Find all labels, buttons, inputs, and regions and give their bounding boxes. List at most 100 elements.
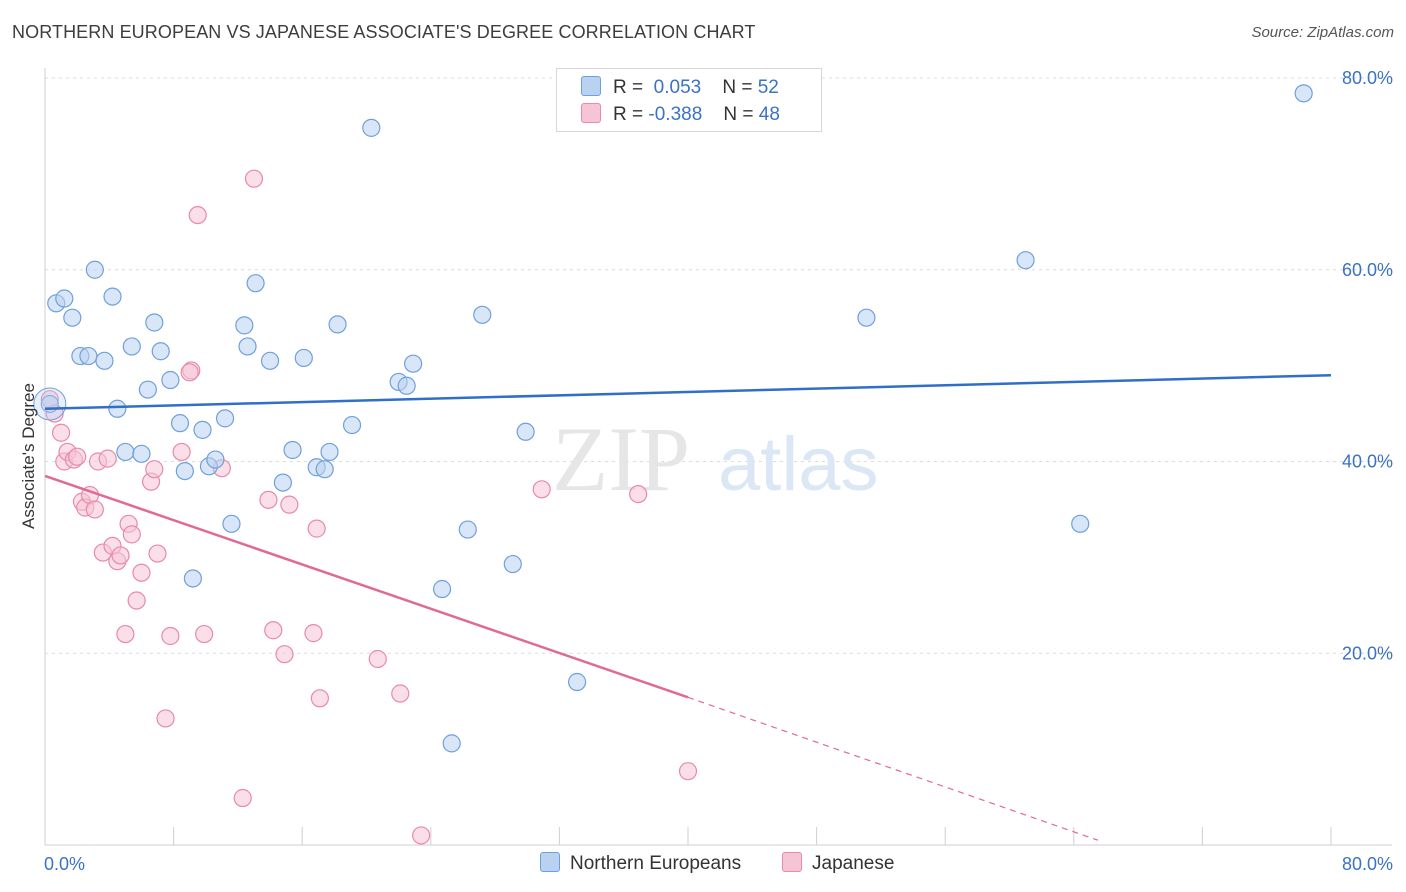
legend-swatch-pink xyxy=(581,103,601,123)
northern-european-point-25 xyxy=(235,316,254,335)
correlation-legend: R = 0.053 N = 52 R = -0.388 N = 48 xyxy=(556,68,822,132)
japanese-point-40 xyxy=(368,649,387,669)
northern-european-point-17 xyxy=(170,414,190,433)
northern-european-point-26 xyxy=(238,337,257,356)
northern-european-point-44 xyxy=(473,305,492,324)
northern-european-point-51 xyxy=(1294,84,1313,103)
series-swatch-pink xyxy=(782,852,802,872)
legend-r-value: 0.053 xyxy=(653,77,702,98)
japanese-point-42 xyxy=(412,826,431,845)
northern-european-point-30 xyxy=(283,440,302,460)
northern-european-point-48 xyxy=(857,308,876,327)
northern-european-point-22 xyxy=(206,450,225,469)
northern-european-point-20 xyxy=(193,420,212,439)
japanese-point-34 xyxy=(264,621,283,640)
legend-n-label: N = xyxy=(722,77,753,98)
legend-row-japanese: R = -0.388 N = 48 xyxy=(581,103,780,127)
japanese-point-35 xyxy=(275,645,294,664)
northern-european-point-8 xyxy=(103,287,122,306)
series-swatch-blue xyxy=(540,852,560,872)
northern-european-point-7 xyxy=(95,351,114,370)
northern-european-point-10 xyxy=(116,442,135,462)
northern-european-point-50 xyxy=(1071,514,1090,533)
northern-european-cluster-point xyxy=(33,387,67,421)
series-legend-japanese: Japanese xyxy=(782,852,894,875)
northern-european-point-11 xyxy=(122,337,141,356)
japanese-point-12 xyxy=(98,449,117,468)
northern-european-point-42 xyxy=(442,734,461,753)
japanese-point-39 xyxy=(310,689,329,708)
japanese-point-43 xyxy=(532,480,551,499)
northern-european-point-45 xyxy=(503,554,522,574)
grid-lines xyxy=(45,77,1392,654)
japanese-point-44 xyxy=(629,484,648,504)
chart-title: NORTHERN EUROPEAN VS JAPANESE ASSOCIATE'… xyxy=(12,22,756,42)
japanese-point-23 xyxy=(148,544,167,563)
y-tick-label-1: 40.0% xyxy=(1342,452,1393,472)
northern-european-point-19 xyxy=(183,569,202,588)
japanese-point-25 xyxy=(161,626,180,646)
northern-european-point-46 xyxy=(516,422,535,441)
axes xyxy=(44,68,1392,846)
japanese-point-22 xyxy=(145,460,164,479)
japanese-point-38 xyxy=(307,519,326,538)
japanese-trend-line xyxy=(44,474,689,699)
japanese-point-31 xyxy=(233,788,252,808)
japanese-point-28 xyxy=(188,206,207,225)
japanese-point-46 xyxy=(68,447,87,466)
legend-r-label: R = xyxy=(613,104,644,125)
watermark: ZIP atlas xyxy=(552,408,879,510)
japanese-point-9 xyxy=(85,500,104,519)
northern-european-point-15 xyxy=(151,342,170,361)
series-label: Japanese xyxy=(812,853,895,874)
northern-european-point-28 xyxy=(260,351,280,370)
japanese-point-41 xyxy=(391,684,410,703)
northern-european-point-14 xyxy=(145,313,164,332)
northern-european-point-40 xyxy=(404,354,423,373)
watermark-zip: ZIP xyxy=(552,408,690,510)
x-tick-label-1: 80.0% xyxy=(1342,854,1393,874)
y-tick-label-0: 20.0% xyxy=(1342,643,1393,663)
source-credit: Source: ZipAtlas.com xyxy=(1251,24,1394,41)
northern-european-point-16 xyxy=(161,370,180,390)
northern-european-point-2 xyxy=(55,289,74,308)
series-legend: Northern Europeans Japanese xyxy=(0,852,1406,878)
japanese-point-32 xyxy=(244,169,264,188)
trend-lines xyxy=(44,373,1332,841)
northern-european-point-34 xyxy=(320,442,339,462)
northern-european-point-47 xyxy=(567,672,587,692)
japanese-point-36 xyxy=(280,495,299,514)
northern-european-point-39 xyxy=(397,376,416,395)
japanese-point-16 xyxy=(116,624,135,644)
legend-r-label: R = xyxy=(613,77,644,98)
northern-european-point-23 xyxy=(215,409,235,428)
northern-european-points xyxy=(33,84,1313,753)
japanese-point-20 xyxy=(132,563,151,582)
japanese-point-26 xyxy=(172,442,191,462)
legend-n-value: 52 xyxy=(757,77,779,98)
northern-european-trend-line xyxy=(44,373,1332,411)
northern-european-point-43 xyxy=(458,520,477,539)
series-legend-northern-europeans: Northern Europeans xyxy=(540,852,741,875)
northern-european-point-5 xyxy=(79,346,98,366)
northern-european-point-36 xyxy=(342,415,362,435)
japanese-point-29 xyxy=(195,624,214,644)
northern-european-point-9 xyxy=(108,399,127,418)
japanese-point-15 xyxy=(111,546,130,565)
y-tick-label-3: 80.0% xyxy=(1342,68,1393,88)
legend-n-label: N = xyxy=(723,104,754,125)
northern-european-point-29 xyxy=(273,473,293,492)
northern-european-point-41 xyxy=(432,579,452,599)
tick-labels: 20.0% 40.0% 60.0% 80.0% 0.0% 80.0% xyxy=(44,68,1393,874)
japanese-point-19 xyxy=(127,591,146,610)
northern-european-point-27 xyxy=(246,274,265,293)
legend-swatch-blue xyxy=(581,76,601,96)
northern-european-point-33 xyxy=(315,460,334,479)
northern-european-point-18 xyxy=(175,461,194,481)
northern-european-point-3 xyxy=(63,308,82,327)
japanese-point-24 xyxy=(156,709,175,728)
watermark-atlas: atlas xyxy=(718,422,879,507)
northern-european-point-24 xyxy=(222,514,241,533)
japanese-point-45 xyxy=(678,762,698,781)
